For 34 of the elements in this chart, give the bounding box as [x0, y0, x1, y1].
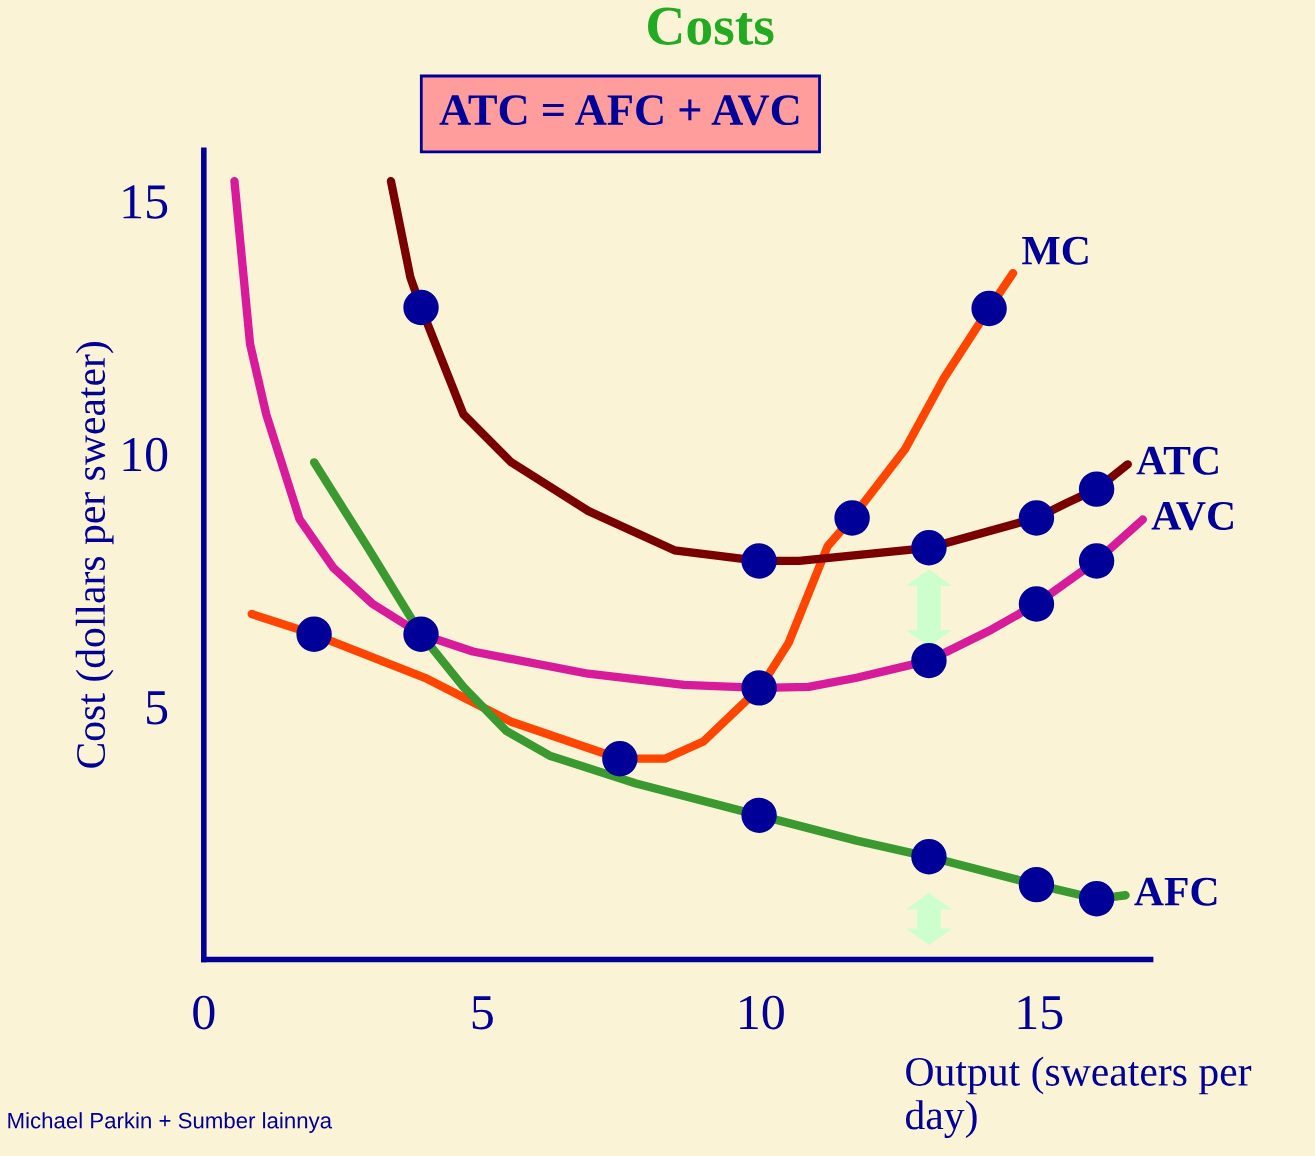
series-label: AFC — [1134, 877, 1217, 906]
point — [741, 670, 777, 706]
point — [1018, 500, 1055, 536]
point — [403, 289, 439, 326]
point — [1078, 543, 1115, 579]
y-axis-title: Cost (dollars per sweater) — [75, 342, 114, 768]
series-label: MC — [1022, 236, 1088, 265]
x-axis-title: Output (sweaters per day) — [905, 1056, 1252, 1139]
y-tick-label: 10 — [123, 437, 168, 472]
x-tick-label: 15 — [1018, 995, 1063, 1030]
point — [1078, 471, 1115, 507]
point — [911, 839, 947, 875]
x-tick-label: 10 — [740, 995, 784, 1030]
point — [1078, 881, 1115, 917]
y-tick-label: 15 — [123, 185, 168, 219]
point — [834, 500, 870, 536]
point — [602, 740, 638, 777]
point — [296, 616, 332, 652]
text: Michael Parkin + Sumber lainnya — [8, 1112, 333, 1133]
series-label: ATC — [1136, 446, 1218, 475]
point — [741, 797, 777, 834]
point — [911, 530, 947, 566]
series-label: AVC — [1151, 501, 1233, 531]
text: ATC = AFC + AVC — [439, 95, 799, 126]
point — [911, 642, 947, 679]
y-tick-label: 5 — [147, 691, 168, 725]
chart-title: Costs — [647, 7, 774, 45]
x-tick-label: 0 — [193, 995, 215, 1030]
point — [971, 290, 1007, 327]
point — [1018, 586, 1055, 622]
point — [741, 543, 777, 579]
point — [1018, 866, 1055, 903]
point — [403, 616, 439, 652]
x-tick-label: 5 — [472, 996, 493, 1030]
